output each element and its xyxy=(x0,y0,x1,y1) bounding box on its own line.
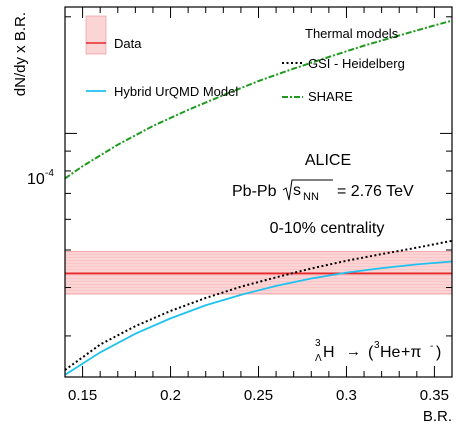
sqrt-icon xyxy=(282,179,333,201)
y-axis-label: dN/dy x B.R. xyxy=(12,12,29,96)
decay-mass-number: 3 xyxy=(315,338,321,349)
x-tick-label: 0.3 xyxy=(336,387,357,404)
decay-close-paren: ) xyxy=(436,344,441,361)
decay-hypertriton: H xyxy=(323,344,335,361)
y-tick-base: 10 xyxy=(27,171,45,188)
data-band-layer xyxy=(64,251,453,295)
legend-thermal-title: Thermal models xyxy=(305,26,399,41)
x-tick-label: 0.35 xyxy=(420,387,449,404)
experiment-annotation: ALICE Pb-Pb s NN = 2.76 TeV 0-10% centra… xyxy=(232,152,414,237)
legend-hybrid: Hybrid UrQMD Model xyxy=(86,84,238,99)
sqrt-s-label: s xyxy=(293,182,301,199)
legend-hybrid-label: Hybrid UrQMD Model xyxy=(114,84,238,99)
model-curves-layer xyxy=(64,19,453,376)
x-tick-label: 0.15 xyxy=(68,387,97,404)
axis-ticks-layer: 0.15 0.2 0.25 0.3 0.35 xyxy=(65,7,453,404)
decay-plus-pion: +π xyxy=(401,344,421,361)
plot-frame xyxy=(64,6,453,378)
sqrt-s-subscript: NN xyxy=(303,191,319,203)
decay-pion-charge: - xyxy=(430,341,433,352)
x-tick-label: 0.25 xyxy=(244,387,273,404)
decay-channel-annotation: 3 Λ H → ( 3 He +π - ) xyxy=(315,338,441,364)
series-share-line xyxy=(64,19,453,180)
x-tick-label: 0.2 xyxy=(160,387,181,404)
decay-helium: He xyxy=(380,344,401,361)
decay-open-paren: ( xyxy=(368,344,374,361)
legend-share-label: SHARE xyxy=(308,89,353,104)
legend-data-band-swatch xyxy=(85,15,107,55)
y-tick-exponent: -4 xyxy=(45,168,54,179)
legend-gsi-label: GSI - Heidelberg xyxy=(308,56,405,71)
series-gsi-line xyxy=(64,239,453,371)
energy-annotation: Pb-Pb s NN = 2.76 TeV xyxy=(232,179,414,203)
decay-arrow: → xyxy=(346,343,361,360)
series-hybrid-line xyxy=(64,260,453,376)
centrality-label: 0-10% centrality xyxy=(270,220,385,237)
energy-label: = 2.76 TeV xyxy=(337,183,414,200)
experiment-label: ALICE xyxy=(305,152,351,169)
legend-data: Data xyxy=(85,15,142,55)
system-label: Pb-Pb xyxy=(232,183,277,200)
x-axis-label: B.R. xyxy=(423,408,452,425)
decay-lambda-subscript: Λ xyxy=(315,353,322,364)
decay-he-mass: 3 xyxy=(374,340,380,351)
legend-thermal: Thermal models GSI - Heidelberg SHARE xyxy=(282,26,405,104)
legend-data-label: Data xyxy=(114,36,142,51)
y-tick-label-1e-4: 10 -4 xyxy=(27,168,54,188)
